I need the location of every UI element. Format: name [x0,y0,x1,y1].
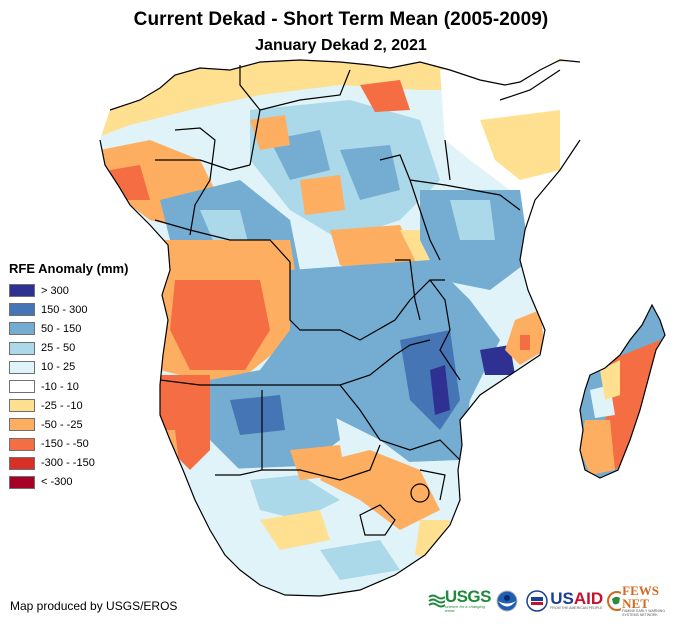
usgs-name: USGS [444,587,492,606]
legend-label: -25 - -10 [41,399,83,412]
legend-item: 10 - 25 [9,358,128,377]
legend-swatch [9,284,35,298]
legend-label: -150 - -50 [41,438,89,451]
mainland-anomaly-layer [100,60,580,596]
legend-swatch [9,303,35,317]
legend-item: -25 - -10 [9,396,128,415]
legend-title: RFE Anomaly (mm) [9,261,129,276]
legend-item: > 300 [9,281,128,300]
legend-item: 150 - 300 [9,300,128,319]
usaid-seal-icon [526,589,548,612]
legend-label: 25 - 50 [41,342,76,355]
legend-swatch [9,322,35,336]
legend-label: 150 - 300 [41,303,88,316]
legend-swatch [9,360,35,374]
legend: RFE Anomaly (mm) > 300 150 - 300 50 - 150 2… [9,261,128,492]
legend-label: -10 - 10 [41,380,79,393]
legend-swatch [9,456,35,470]
legend-swatch [9,399,35,413]
country-borders [99,59,666,597]
legend-item: -50 - -25 [9,415,128,434]
legend-item: < -300 [9,473,128,492]
noaa-emblem-icon [496,590,518,611]
noaa-logo [496,590,518,612]
map-subtitle: January Dekad 2, 2021 [255,37,427,54]
usaid-tagline: FROM THE AMERICAN PEOPLE [550,606,603,611]
legend-swatch [9,341,35,355]
map-title: Current Dekad - Short Term Mean (2005-20… [133,9,549,30]
legend-swatch [9,418,35,432]
legend-label: > 300 [41,284,69,297]
legend-item: 50 - 150 [9,319,128,338]
fewsnet-globe-icon [607,590,622,611]
usgs-tagline: science for a changing world [444,604,485,613]
fewsnet-name: FEWS NET [622,583,659,611]
legend-label: -300 - -150 [41,457,95,470]
usgs-waves-icon [428,594,445,607]
legend-item: -10 - 10 [9,377,128,396]
legend-item: -150 - -50 [9,435,128,454]
legend-label: 50 - 150 [41,322,82,335]
legend-label: -50 - -25 [41,418,83,431]
fewsnet-logo: FEWS NET FAMINE EARLY WARNING SYSTEMS NE… [607,584,678,617]
usaid-logo: USAID FROM THE AMERICAN PEOPLE [526,589,604,612]
usaid-name-aid: AID [573,589,604,609]
legend-item: 25 - 50 [9,339,128,358]
legend-swatch [9,380,35,394]
fewsnet-tagline: FAMINE EARLY WARNING SYSTEMS NETWORK [622,609,666,617]
usgs-logo: USGS science for a changing world [428,588,492,613]
legend-swatch [9,437,35,451]
usaid-name-us: US [550,589,574,609]
logo-bar: USGS science for a changing world USAID … [428,584,682,617]
legend-label: < -300 [41,476,73,489]
map-credit: Map produced by USGS/EROS [10,599,178,613]
legend-swatch [9,475,35,489]
madagascar-anomaly-layer [580,305,665,478]
legend-item: -300 - -150 [9,454,128,473]
legend-label: 10 - 25 [41,361,76,374]
